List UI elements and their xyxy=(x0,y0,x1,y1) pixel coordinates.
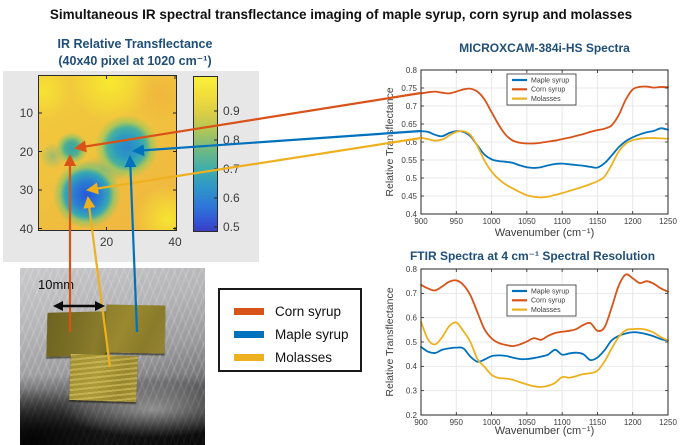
heatmap-y-tick-label: 30 xyxy=(19,183,33,197)
x-tick-label: 1050 xyxy=(518,217,536,226)
x-tick-label: 1000 xyxy=(483,217,501,226)
scale-label: 10mm xyxy=(38,277,75,292)
plot-background xyxy=(421,70,668,214)
chart-legend: Maple syrup Corn syrup Molasses xyxy=(506,73,577,106)
axes-box xyxy=(420,268,669,416)
y-tick-label: 0.65 xyxy=(401,120,417,129)
heatmap-y-tick-label: 10 xyxy=(19,106,33,120)
plot-background xyxy=(421,269,668,415)
legend-item: Corn syrup xyxy=(234,300,360,323)
legend-label: Molasses xyxy=(275,350,333,365)
series-line-corn-syrup xyxy=(420,85,669,145)
colorbar-tick-label: 0.9 xyxy=(223,104,240,118)
ftir-y-axis-label: Relative Transflectance xyxy=(384,287,396,397)
chart-legend-label: Molasses xyxy=(531,307,561,314)
y-tick-label: 0.7 xyxy=(406,102,418,111)
ftir-x-axis-label: Wavenumber (cm⁻¹) xyxy=(494,425,595,437)
chart-legend-label: Corn syrup xyxy=(531,298,565,305)
x-tick-label: 1200 xyxy=(624,217,642,226)
legend-label: Corn syrup xyxy=(275,304,342,319)
y-tick-label: 0.6 xyxy=(406,313,418,322)
heatmap-colorbar xyxy=(193,76,218,232)
colorbar-tick-label: 0.8 xyxy=(223,133,240,147)
ftir-plot: 900 950 1000 1050 1100 1150 1200 12500.20.30.40… xyxy=(406,265,678,427)
y-tick-label: 0.75 xyxy=(401,84,417,93)
legend-box: Corn syrup Maple syrup Molasses xyxy=(218,288,362,372)
legend-swatch xyxy=(234,354,264,361)
colorbar-tick-label: 0.6 xyxy=(223,191,240,205)
y-tick-label: 0.8 xyxy=(406,66,418,75)
legend-item: Maple syrup xyxy=(234,323,360,346)
y-tick-label: 0.3 xyxy=(406,386,418,395)
heatmap-x-tick-label: 40 xyxy=(168,235,182,249)
y-tick-label: 0.5 xyxy=(406,338,418,347)
corn-syrup-sample xyxy=(46,311,108,357)
heatmap-y-tick-label: 40 xyxy=(19,221,33,236)
molasses-sample xyxy=(69,353,138,403)
colorbar-tick-label: 0.7 xyxy=(223,162,240,176)
y-tick-label: 0.4 xyxy=(406,362,418,371)
chart-legend-label: Maple syrup xyxy=(531,288,569,295)
legend-item: Molasses xyxy=(234,346,360,369)
y-tick-label: 0.6 xyxy=(406,138,418,147)
legend-swatch xyxy=(234,308,264,315)
y-tick-label: 0.7 xyxy=(406,289,418,298)
heatmap-y-tick-label: 20 xyxy=(19,144,33,159)
series-line-molasses xyxy=(420,320,669,388)
microxcam-x-axis-label: Wavenumber (cm⁻¹) xyxy=(494,227,595,239)
axes-box xyxy=(420,69,669,215)
series-line-maple-syrup xyxy=(420,127,669,169)
x-tick-label: 1250 xyxy=(659,217,677,226)
x-tick-label: 900 xyxy=(414,217,428,226)
heatmap-x-tick-label: 20 xyxy=(99,235,114,249)
x-tick-label: 950 xyxy=(450,217,464,226)
series-line-corn-syrup xyxy=(420,273,669,348)
x-tick-label: 1100 xyxy=(554,217,572,226)
chart-legend-label: Maple syrup xyxy=(531,77,569,84)
y-tick-label: 0.55 xyxy=(401,156,417,165)
chart-legend-box xyxy=(506,73,577,106)
y-tick-label: 0.4 xyxy=(406,210,418,219)
ir-transflectance-heatmap xyxy=(38,75,177,231)
y-tick-label: 0.45 xyxy=(401,192,417,201)
chart-legend-box xyxy=(506,284,577,317)
y-tick-label: 0.2 xyxy=(406,411,418,420)
maple-syrup-sample xyxy=(105,304,166,354)
y-tick-label: 0.5 xyxy=(406,174,418,183)
legend-label: Maple syrup xyxy=(275,327,349,342)
microxcam-y-axis-label: Relative Transflectance xyxy=(384,87,396,197)
heatmap-title-line1: IR Relative Transflectance xyxy=(57,37,213,51)
colorbar-tick-label: 0.5 xyxy=(223,220,240,234)
y-tick-label: 0.8 xyxy=(406,265,418,274)
main-title: Simultaneous IR spectral transflectance … xyxy=(49,7,633,22)
x-tick-label: 1150 xyxy=(589,217,607,226)
microxcam-chart-title: MICROXCAM-384i-HS Spectra xyxy=(459,41,630,55)
legend-swatch xyxy=(234,331,264,338)
ftir-chart-title: FTIR Spectra at 4 cm⁻¹ Spectral Resoluti… xyxy=(409,249,656,263)
sample-photo: 10mm xyxy=(20,268,205,445)
microxcam-plot: 900 950 1000 1050 1100 1150 1200 1250 0.4 0.45 0.5… xyxy=(401,66,677,226)
series-line-molasses xyxy=(420,130,669,199)
chart-legend-label: Molasses xyxy=(531,96,561,103)
heatmap-title-line2: (40x40 pixel at 1020 cm⁻¹) xyxy=(58,54,212,68)
chart-legend-label: Corn syrup xyxy=(531,87,565,94)
series-line-maple-syrup xyxy=(420,331,669,363)
chart-legend: Maple syrup Corn syrup Molasses xyxy=(506,284,577,317)
